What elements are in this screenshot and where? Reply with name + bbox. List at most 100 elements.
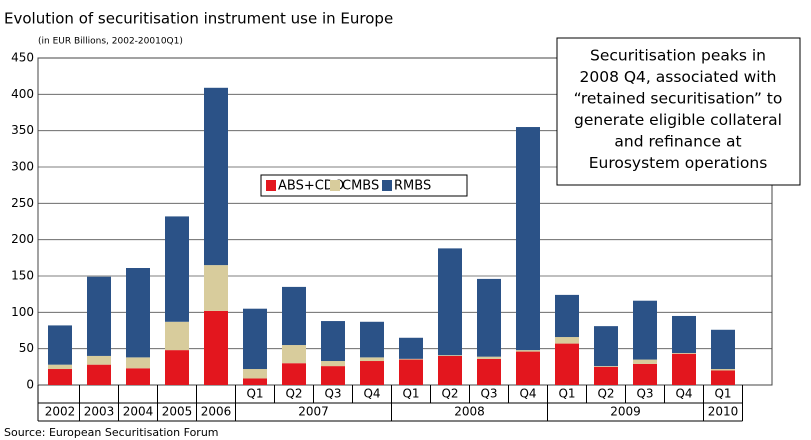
x-group-label: 2007 (298, 405, 329, 419)
bar-segment (126, 268, 150, 358)
bar-segment (516, 351, 540, 385)
bar-segment (399, 337, 423, 359)
bar-segment (48, 364, 72, 370)
x-tick-label: Q1 (246, 387, 263, 401)
bar-segment (555, 343, 579, 385)
bar-segment (360, 321, 384, 358)
y-tick-label: 0 (26, 378, 34, 392)
bar-segment (165, 321, 189, 351)
bar-segment (711, 329, 735, 370)
x-tick-label: Q4 (363, 387, 380, 401)
legend-label: CMBS (342, 179, 379, 194)
legend-swatch (266, 180, 276, 191)
x-tick-label: Q2 (441, 387, 458, 401)
y-tick-label: 400 (11, 87, 34, 101)
x-tick-label: Q3 (480, 387, 497, 401)
x-group-label: 2004 (123, 405, 154, 419)
bar-segment (321, 361, 345, 367)
y-tick-label: 450 (11, 51, 34, 65)
bar-segment (204, 310, 228, 385)
bar-segment (204, 265, 228, 311)
x-tick-label: Q1 (402, 387, 419, 401)
bar-segment (243, 308, 267, 370)
x-group-label: 2006 (201, 405, 232, 419)
bar-segment (48, 369, 72, 385)
bar-segment (87, 364, 111, 385)
bar-segment (672, 353, 696, 354)
bar-segment (672, 315, 696, 354)
bar-segment (399, 359, 423, 385)
bar-segment (243, 378, 267, 385)
bar-segment (477, 358, 501, 385)
bar-segment (633, 359, 657, 364)
annotation-text: “retained securitisation” to (574, 90, 783, 108)
x-group-label: 2002 (45, 405, 76, 419)
x-tick-label: Q4 (519, 387, 536, 401)
bar-segment (633, 300, 657, 360)
y-tick-label: 150 (11, 269, 34, 283)
bar-segment (711, 370, 735, 385)
y-tick-label: 350 (11, 123, 34, 137)
bar-segment (516, 350, 540, 352)
annotation-text: 2008 Q4, associated with (579, 68, 776, 86)
legend-label: ABS+CDO (278, 179, 344, 194)
chart-subtitle: (in EUR Billions, 2002-20010Q1) (38, 37, 183, 47)
annotation-box (556, 37, 801, 186)
bar-segment (594, 366, 618, 385)
bar-segment (438, 355, 462, 356)
bar-segment (360, 357, 384, 362)
annotation-text: Eurosystem operations (589, 154, 768, 172)
bar-segment (48, 325, 72, 365)
x-group-label: 2003 (84, 405, 115, 419)
bar-segment (282, 286, 306, 346)
bar-segment (87, 355, 111, 365)
y-tick-label: 250 (11, 196, 34, 210)
bar-segment (477, 356, 501, 359)
legend-swatch (382, 180, 392, 191)
y-tick-label: 200 (11, 232, 34, 246)
x-tick-label: Q1 (714, 387, 731, 401)
bar-segment (399, 358, 423, 360)
x-group-label: 2009 (610, 405, 641, 419)
bar-segment (672, 353, 696, 385)
bar-segment (282, 345, 306, 364)
bar-segment (126, 357, 150, 369)
bar-segment (321, 366, 345, 385)
x-tick-label: Q2 (597, 387, 614, 401)
chart-title: Evolution of securitisation instrument u… (4, 10, 393, 28)
bar-segment (282, 363, 306, 385)
bar-segment (477, 278, 501, 357)
x-tick-label: Q3 (636, 387, 653, 401)
legend-box (260, 174, 468, 197)
bar-segment (711, 369, 735, 371)
bar-segment (594, 366, 618, 367)
y-tick-label: 100 (11, 305, 34, 319)
bar-segment (438, 248, 462, 356)
legend-label: RMBS (394, 179, 431, 194)
bar-segment (555, 337, 579, 344)
annotation-text: generate eligible collateral (574, 111, 782, 129)
bar-segment (165, 350, 189, 385)
bar-segment (243, 369, 267, 379)
x-group-label: 2010 (708, 405, 739, 419)
x-tick-label: Q1 (558, 387, 575, 401)
x-tick-label: Q4 (675, 387, 692, 401)
bar-segment (360, 361, 384, 385)
bar-segment (87, 276, 111, 356)
bar-segment (516, 127, 540, 351)
bar-segment (555, 294, 579, 338)
bar-segment (204, 87, 228, 266)
annotation-text: Securitisation peaks in (590, 47, 766, 65)
x-tick-label: Q3 (324, 387, 341, 401)
annotation-text: and refinance at (614, 133, 741, 151)
bar-segment (633, 363, 657, 385)
x-group-label: 2008 (454, 405, 485, 419)
bar-segment (321, 321, 345, 362)
legend-swatch (330, 180, 340, 191)
bar-segment (594, 326, 618, 367)
x-tick-label: Q2 (285, 387, 302, 401)
bar-segment (438, 355, 462, 385)
y-tick-label: 300 (11, 160, 34, 174)
source-note: Source: European Securitisation Forum (4, 426, 219, 439)
